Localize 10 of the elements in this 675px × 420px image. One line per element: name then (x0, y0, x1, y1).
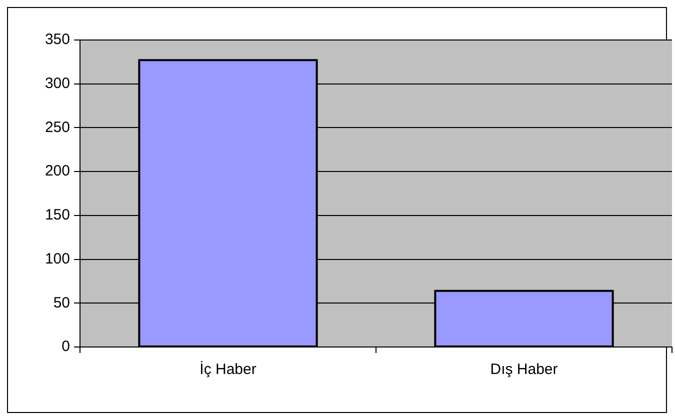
y-tick-label: 150 (44, 206, 70, 224)
y-tick-label: 0 (62, 338, 70, 356)
y-tick-label: 300 (44, 75, 70, 92)
x-tick-label: İç Haber (200, 360, 256, 378)
x-tick-label: Dış Haber (490, 361, 558, 378)
y-tick-label: 200 (44, 162, 70, 180)
y-tick-label: 250 (44, 118, 70, 136)
y-tick-label: 50 (53, 294, 70, 312)
y-tick-label: 350 (44, 31, 70, 48)
y-tick-label: 100 (44, 250, 70, 268)
